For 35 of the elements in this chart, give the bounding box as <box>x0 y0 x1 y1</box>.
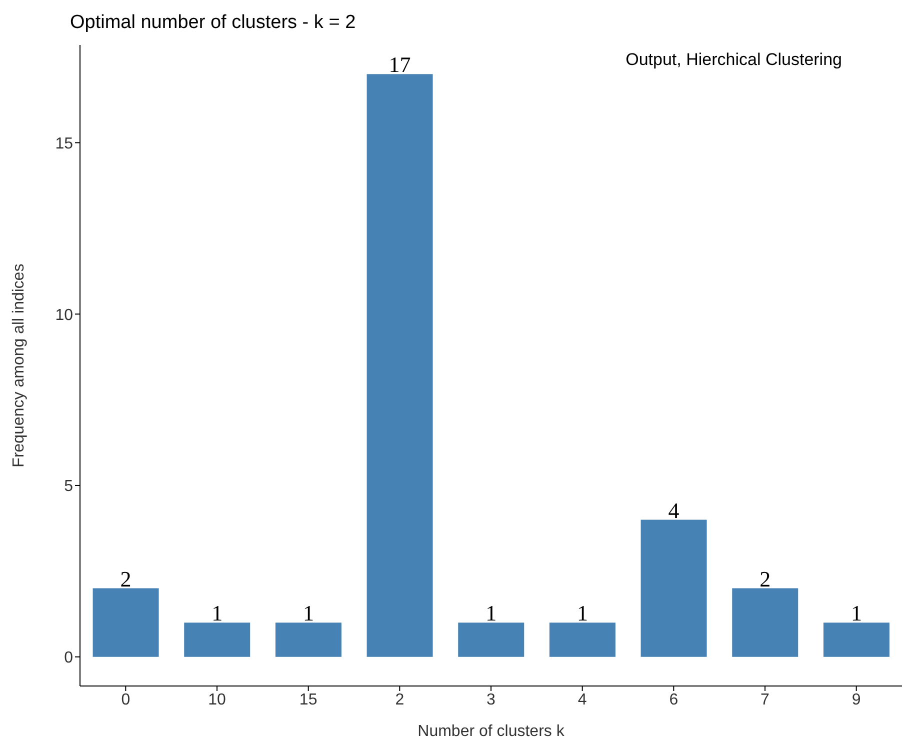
y-tick-label: 0 <box>64 650 74 667</box>
annotation: Output, Hierchical Clustering <box>626 50 842 70</box>
data-label: 2 <box>120 566 132 592</box>
chart-title: Optimal number of clusters - k = 2 <box>70 12 356 34</box>
x-tick-label: 4 <box>578 691 587 708</box>
x-tick-label: 6 <box>669 691 678 708</box>
y-axis-title: Frequency among all indices <box>10 264 28 468</box>
x-tick-label: 3 <box>486 691 496 708</box>
bar <box>92 588 159 657</box>
bar <box>823 622 890 657</box>
bar <box>458 622 524 657</box>
data-label: 17 <box>388 52 411 78</box>
y-tick-label: 15 <box>55 135 74 152</box>
data-label: 2 <box>760 566 771 592</box>
x-tick-label: 10 <box>208 691 226 708</box>
y-tick-label: 5 <box>64 478 74 496</box>
bar <box>732 588 798 657</box>
x-tick-label: 2 <box>395 691 404 708</box>
x-tick-label: 0 <box>121 691 130 708</box>
bar <box>184 622 250 657</box>
bar <box>640 520 707 657</box>
bar <box>275 622 342 657</box>
x-axis-title: Number of clusters k <box>418 723 566 740</box>
bar <box>549 622 616 657</box>
x-tick-label: 7 <box>760 691 770 708</box>
data-label: 1 <box>486 600 497 626</box>
data-label: 1 <box>576 600 588 626</box>
x-tick-label: 15 <box>299 691 318 708</box>
data-label: 1 <box>302 600 314 626</box>
data-label: 4 <box>668 498 680 523</box>
data-label: 1 <box>850 600 862 626</box>
data-label: 1 <box>212 600 223 626</box>
x-tick-label: 9 <box>852 691 861 708</box>
bar <box>366 74 433 657</box>
y-tick-label: 10 <box>55 306 74 324</box>
